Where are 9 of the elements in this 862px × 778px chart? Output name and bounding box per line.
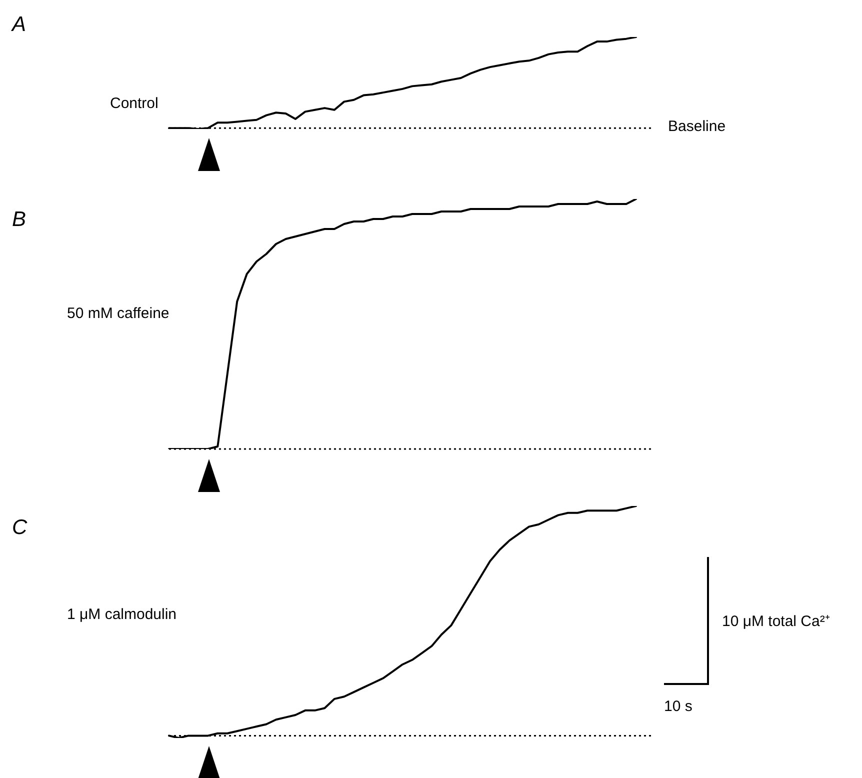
text: B xyxy=(12,208,26,232)
text: 50 mM caffeine xyxy=(67,305,170,322)
text: C xyxy=(12,516,28,540)
text: 1 μM calmodulin xyxy=(67,606,177,623)
text: 10 s xyxy=(664,698,692,715)
text: 10 μM total Ca²⁺ xyxy=(722,612,830,630)
text: A xyxy=(12,13,26,37)
ref-line-label: Baseline xyxy=(668,118,726,136)
series-label: Control xyxy=(110,95,158,112)
